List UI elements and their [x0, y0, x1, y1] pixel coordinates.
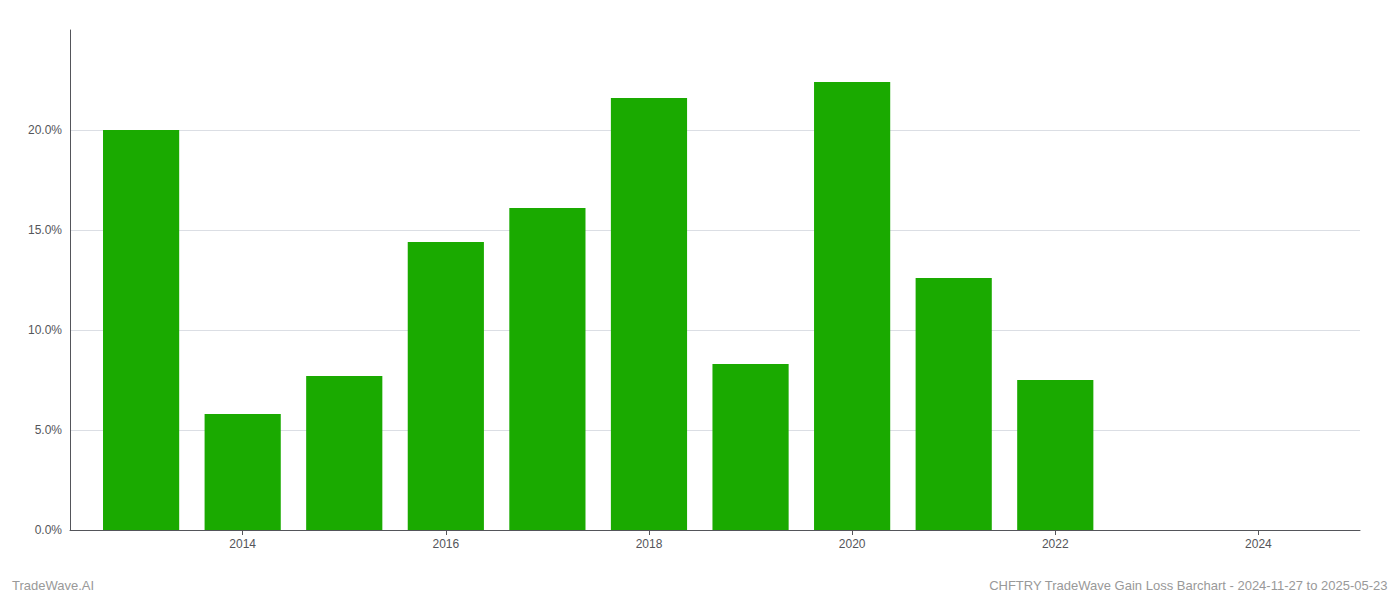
svg-text:10.0%: 10.0% [28, 323, 62, 337]
svg-text:TradeWave.AI: TradeWave.AI [12, 578, 94, 593]
svg-text:2014: 2014 [229, 537, 256, 551]
svg-text:2022: 2022 [1042, 537, 1069, 551]
svg-text:2016: 2016 [432, 537, 459, 551]
svg-text:5.0%: 5.0% [35, 423, 63, 437]
svg-text:CHFTRY TradeWave Gain Loss Bar: CHFTRY TradeWave Gain Loss Barchart - 20… [989, 578, 1387, 593]
svg-text:2020: 2020 [839, 537, 866, 551]
svg-text:0.0%: 0.0% [35, 523, 63, 537]
svg-text:20.0%: 20.0% [28, 123, 62, 137]
svg-text:2018: 2018 [636, 537, 663, 551]
svg-text:15.0%: 15.0% [28, 223, 62, 237]
svg-text:2024: 2024 [1245, 537, 1272, 551]
